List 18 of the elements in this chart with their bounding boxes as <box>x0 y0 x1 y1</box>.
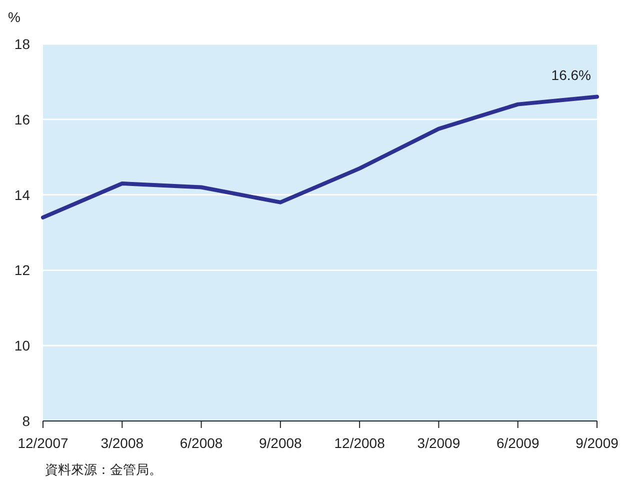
x-tick-label: 6/2009 <box>496 435 540 451</box>
y-axis-title: % <box>8 9 20 25</box>
y-tick-label: 18 <box>14 36 30 52</box>
x-tick-label: 3/2009 <box>417 435 460 451</box>
line-series <box>41 94 599 220</box>
y-tick-label: 10 <box>14 338 30 354</box>
annotation: 16.6% <box>551 66 591 83</box>
y-tick-label: 12 <box>14 262 30 278</box>
x-tick-label: 9/2008 <box>259 435 302 451</box>
x-tick-label: 9/2009 <box>576 435 619 451</box>
y-tick-label: 16 <box>14 111 30 128</box>
source-note: 資料來源：金管局。 <box>45 462 162 477</box>
x-tick-label: 6/2008 <box>180 435 223 451</box>
x-tick-label: 12/2007 <box>18 435 69 451</box>
y-tick-label: 8 <box>22 413 30 429</box>
x-tick-label: 3/2008 <box>100 435 144 451</box>
y-tick-label: 14 <box>14 186 30 203</box>
x-tick-label: 12/2008 <box>334 435 386 451</box>
